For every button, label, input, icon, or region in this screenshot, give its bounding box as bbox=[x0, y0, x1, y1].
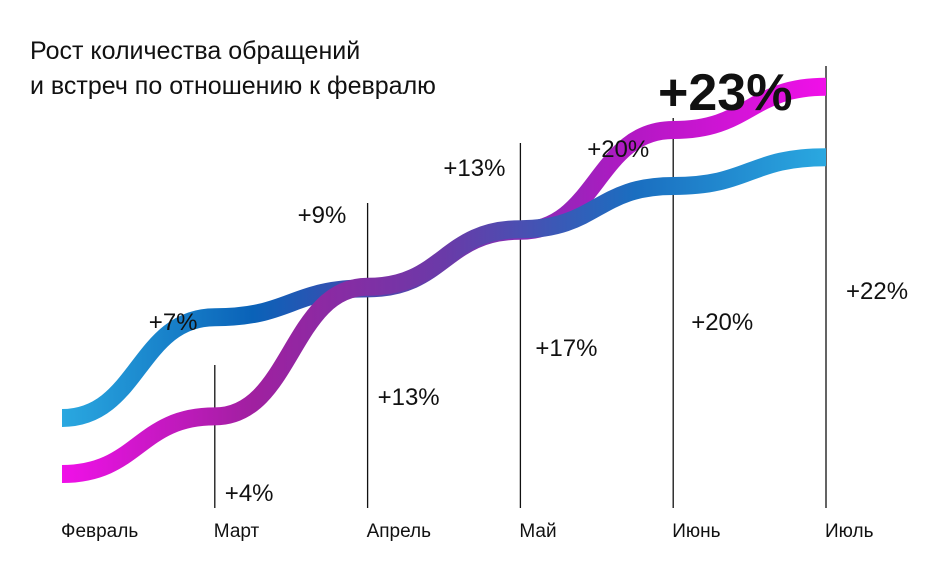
title-line-1: Рост количества обращений bbox=[30, 37, 361, 65]
x-tick-label: Март bbox=[214, 521, 260, 542]
data-label: +20% bbox=[587, 136, 649, 163]
data-label: +13% bbox=[378, 384, 440, 411]
data-label: +20% bbox=[691, 309, 753, 336]
data-label: +23% bbox=[658, 64, 792, 122]
data-label: +13% bbox=[443, 155, 505, 182]
data-label: +17% bbox=[535, 335, 597, 362]
data-label: +9% bbox=[298, 202, 347, 229]
chart-title: Рост количества обращений и встреч по от… bbox=[30, 34, 436, 104]
data-label: +22% bbox=[846, 278, 908, 305]
x-tick-label: Февраль bbox=[61, 521, 138, 542]
title-line-2: и встреч по отношению к февралю bbox=[30, 72, 436, 100]
data-label: +4% bbox=[225, 480, 274, 507]
data-label: +7% bbox=[149, 309, 198, 336]
x-tick-label: Май bbox=[519, 521, 556, 542]
series-line-2 bbox=[61, 148, 827, 483]
x-tick-label: Июнь bbox=[672, 521, 720, 542]
x-tick-label: Июль bbox=[825, 521, 874, 542]
x-tick-label: Апрель bbox=[367, 521, 432, 542]
